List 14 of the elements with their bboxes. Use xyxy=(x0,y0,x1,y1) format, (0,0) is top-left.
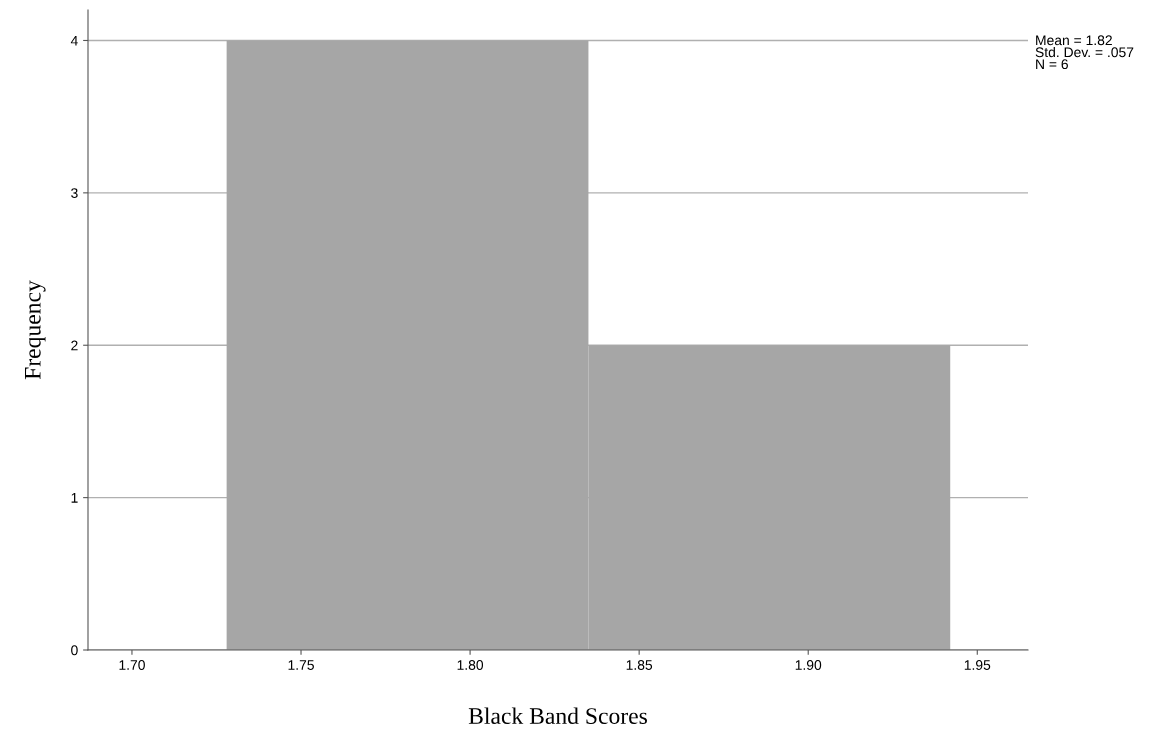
x-tick-label: 1.90 xyxy=(795,660,822,670)
y-tick-label: 0 xyxy=(71,645,78,656)
x-tick-label: 1.85 xyxy=(626,660,653,670)
x-tick-label: 1.70 xyxy=(119,660,145,670)
text: Mean = 1.82 Std. Dev. = .057 N = 6 xyxy=(1035,35,1134,70)
x-axis-title: Black Band Scores xyxy=(468,707,647,725)
y-tick-label: 1 xyxy=(71,493,78,503)
x-tick-label: 1.75 xyxy=(288,660,314,670)
y-tick-label: 4 xyxy=(70,35,78,46)
y-tick-label: 3 xyxy=(71,188,78,199)
y-axis-title: Frequency xyxy=(25,280,46,380)
y-tick-label: 2 xyxy=(71,340,78,351)
x-tick-label: 1.80 xyxy=(457,660,484,670)
x-tick-label: 1.95 xyxy=(964,660,991,670)
